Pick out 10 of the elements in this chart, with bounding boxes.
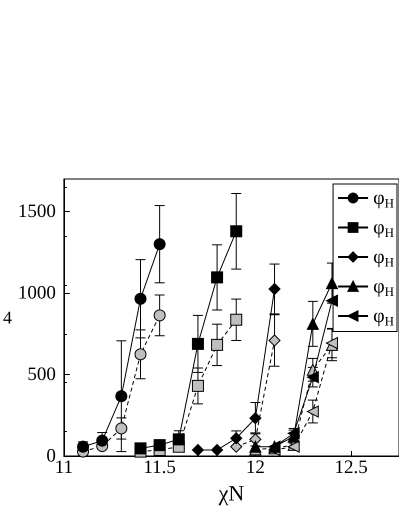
x-tick-label: 11 [54,457,74,478]
y-tick-label: 500 [27,364,56,386]
x-tick-label: 11.5 [143,457,176,478]
y-tick-label: 1500 [18,201,56,222]
y-tick-label: 1000 [18,282,56,304]
x-axis-title: χN [218,480,244,506]
x-tick-label: 12.5 [334,457,368,478]
x-tick-label: 12 [246,457,265,478]
y-tick-label: 0 [46,446,56,466]
y-axis-title: 4 [3,308,12,328]
